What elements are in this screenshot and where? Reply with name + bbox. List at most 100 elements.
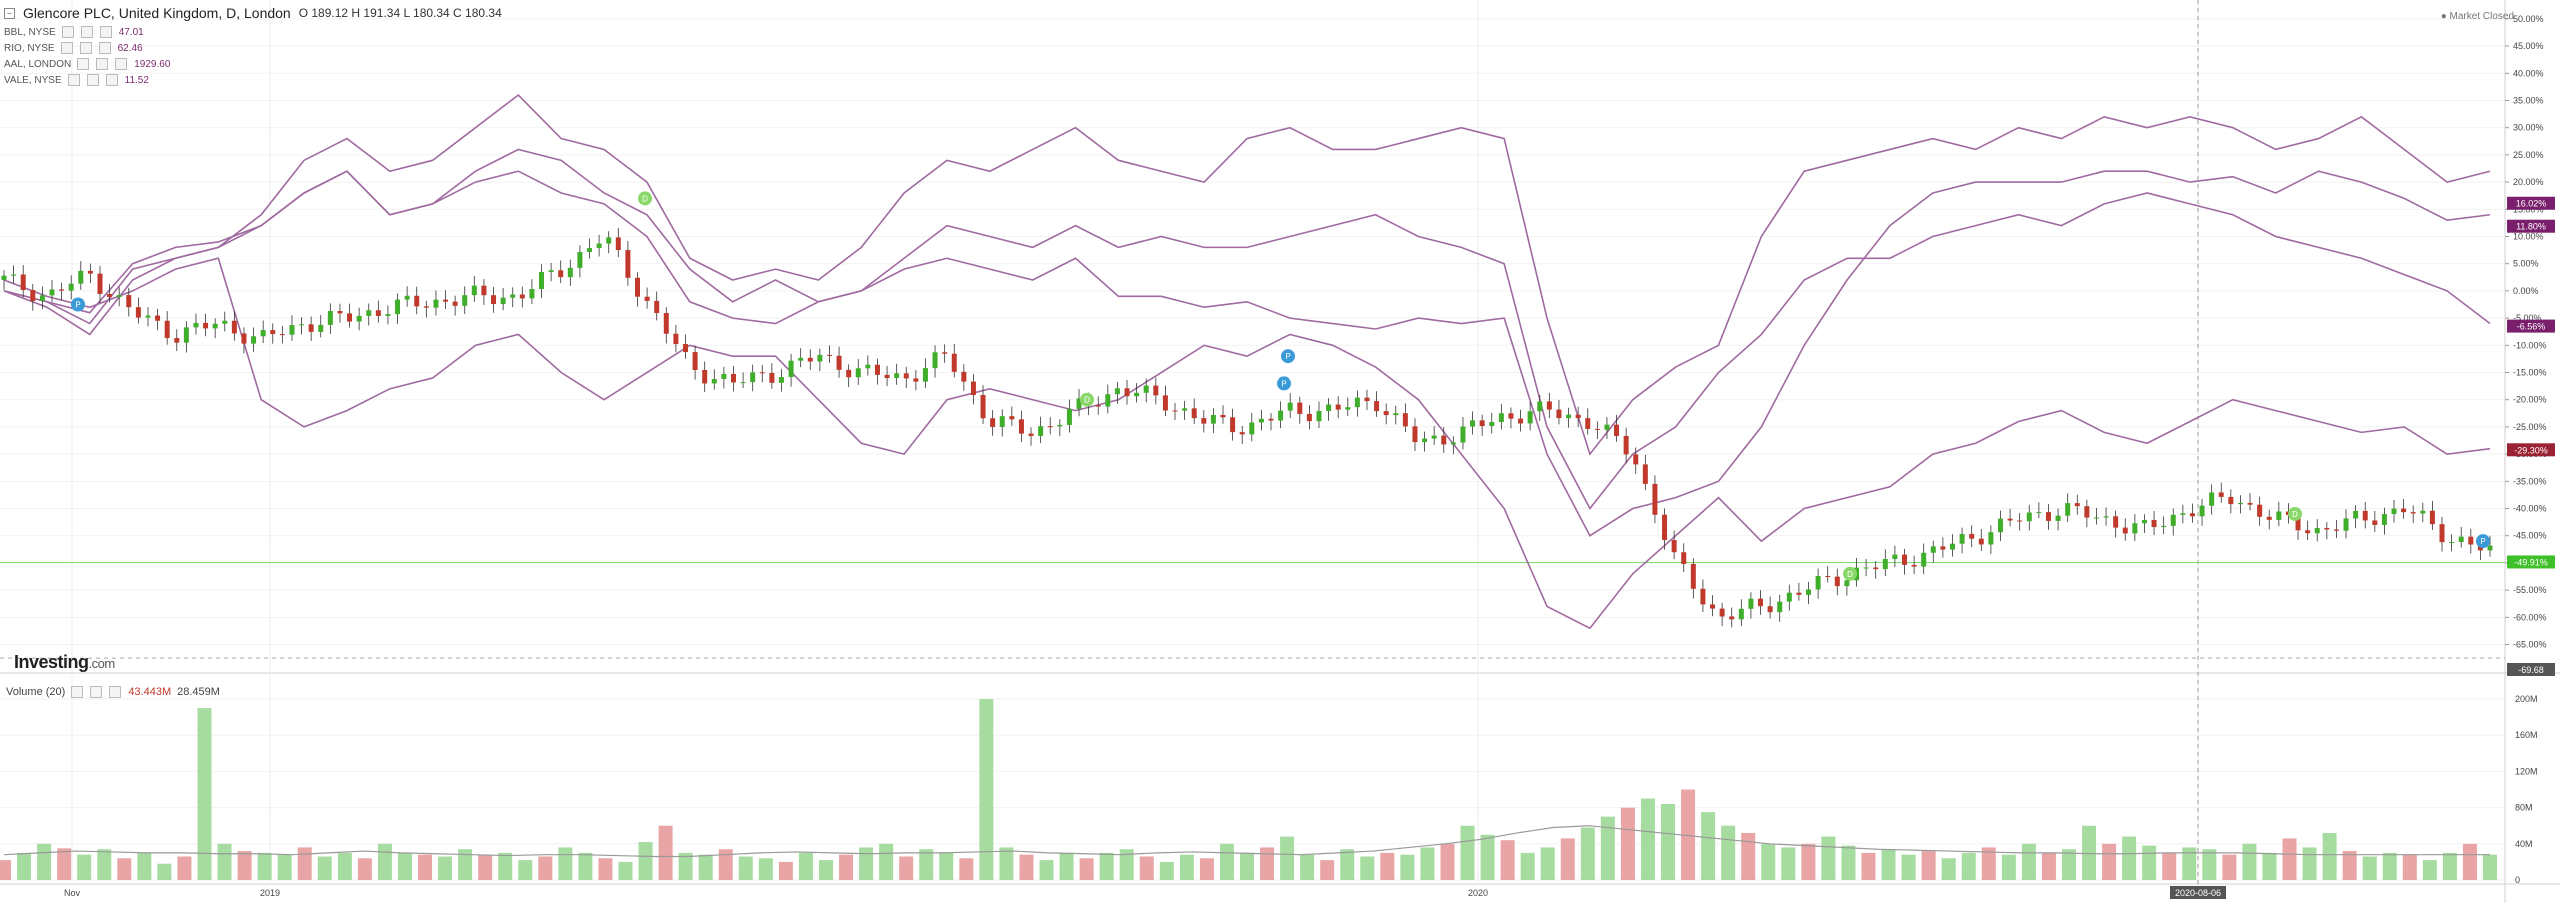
candle [1796, 592, 1802, 595]
candle [1767, 606, 1773, 613]
compare-row-bbl[interactable]: BBL, NYSE 47.01 [4, 24, 502, 40]
candle [1, 275, 7, 281]
candle [2487, 545, 2493, 551]
candle [740, 382, 746, 384]
event-marker-label: D [2292, 510, 2298, 519]
instrument-title[interactable]: Glencore PLC, United Kingdom, D, London [23, 5, 291, 21]
candle [222, 320, 228, 324]
candle [567, 267, 573, 278]
volume-bar [237, 851, 252, 880]
candle [443, 299, 449, 302]
x-tick-label: Nov [64, 888, 81, 898]
settings-icon[interactable] [96, 58, 109, 70]
compare-row-rio[interactable]: RIO, NYSE 62.46 [4, 40, 502, 56]
settings-icon[interactable] [90, 686, 103, 698]
volume-bar [317, 856, 332, 880]
volume-bar [758, 858, 773, 880]
candle [39, 295, 45, 301]
close-icon[interactable] [105, 74, 118, 86]
candle [375, 310, 381, 316]
candle [836, 355, 842, 370]
volume-bar [1139, 856, 1154, 880]
candle [347, 313, 353, 322]
candle [587, 248, 593, 253]
event-marker-label: D [1084, 396, 1090, 405]
candle [2036, 512, 2042, 514]
candle [135, 307, 141, 318]
volume-label[interactable]: Volume (20) [6, 686, 66, 698]
eye-icon[interactable] [61, 26, 74, 38]
candle [1997, 518, 2003, 533]
collapse-toggle-icon[interactable]: − [4, 7, 15, 19]
candle [1239, 432, 1245, 435]
candle [2266, 516, 2272, 520]
close-icon[interactable] [115, 58, 128, 70]
compare-row-aal[interactable]: AAL, LONDON 1929.60 [4, 56, 502, 72]
event-marker [1843, 566, 1857, 581]
volume-bar [1380, 852, 1395, 880]
candle [817, 354, 823, 362]
candle [481, 285, 487, 296]
candle [1815, 575, 1821, 590]
settings-icon[interactable] [80, 26, 93, 38]
volume-bar [578, 852, 593, 880]
candle [289, 325, 295, 335]
close-icon[interactable] [99, 26, 112, 38]
candle [2189, 513, 2195, 517]
settings-icon[interactable] [79, 42, 92, 54]
candle [1479, 420, 1485, 427]
volume-bar [57, 848, 72, 880]
event-marker-label: P [1281, 379, 1286, 388]
y-tick-label: -15.00% [2513, 368, 2547, 378]
candle [1172, 410, 1178, 412]
candle [1949, 543, 1955, 550]
candle [366, 310, 372, 316]
candle [2065, 503, 2071, 516]
candle [2372, 520, 2378, 525]
settings-icon[interactable] [86, 74, 99, 86]
candle [1527, 411, 1533, 424]
candle [1825, 575, 1831, 577]
close-icon[interactable] [98, 42, 111, 54]
volume-bar [1219, 843, 1234, 880]
eye-icon[interactable] [67, 74, 80, 86]
volume-bar [859, 847, 874, 880]
volume-bar [1640, 798, 1655, 880]
candle [2305, 530, 2311, 534]
eye-icon[interactable] [71, 686, 84, 698]
compare-value: 62.46 [117, 42, 143, 54]
candle [1863, 567, 1869, 569]
eye-icon[interactable] [60, 42, 73, 54]
volume-bar [438, 856, 453, 880]
candle [548, 270, 554, 273]
event-marker [1281, 349, 1295, 364]
candle [1105, 394, 1111, 407]
candle [1959, 533, 1965, 544]
candle [2074, 503, 2080, 507]
compare-row-vale[interactable]: VALE, NYSE 11.52 [4, 72, 502, 88]
candle [1546, 401, 1552, 410]
y-tick-label: -25.00% [2513, 422, 2547, 432]
volume-tick-label: 40M [2515, 839, 2533, 849]
volume-bar [778, 861, 793, 880]
candle [2180, 513, 2186, 515]
volume-bar [1340, 849, 1355, 880]
price-badge-label: -29.30% [2514, 445, 2548, 455]
price-badge [2507, 443, 2555, 457]
volume-bar [1981, 847, 1996, 880]
candle [2113, 516, 2119, 528]
y-tick-label: 30.00% [2513, 123, 2544, 133]
candle [1345, 407, 1351, 410]
volume-bar [2082, 825, 2097, 880]
volume-bar [1079, 858, 1094, 880]
close-icon[interactable] [109, 686, 122, 698]
candle [423, 306, 429, 308]
volume-bar [2041, 852, 2056, 880]
volume-bar [1440, 843, 1455, 880]
volume-bar [498, 852, 513, 880]
candle [798, 357, 804, 361]
candle [1777, 601, 1783, 613]
eye-icon[interactable] [77, 58, 90, 70]
candle [1450, 442, 1456, 445]
